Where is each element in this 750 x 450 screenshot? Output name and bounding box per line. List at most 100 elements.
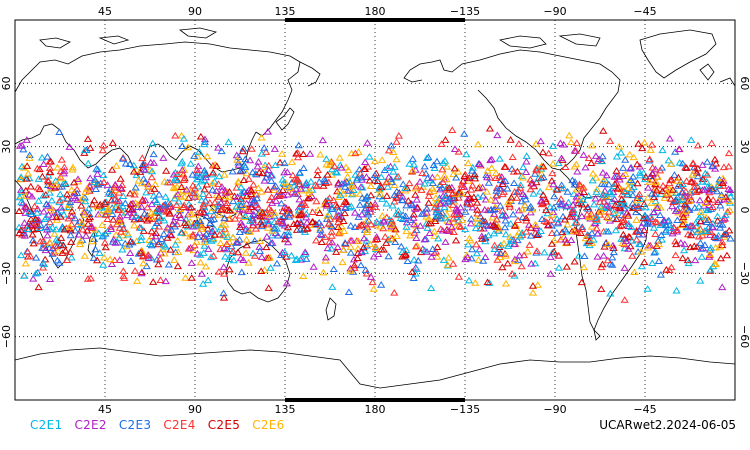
observation-marker (147, 173, 156, 181)
observation-marker (376, 222, 385, 230)
observation-marker (15, 207, 24, 215)
observation-marker (557, 154, 566, 162)
observation-marker (145, 214, 154, 222)
observation-marker (209, 168, 218, 176)
observation-marker (270, 186, 279, 194)
observation-marker (71, 214, 80, 222)
observation-marker (403, 257, 412, 265)
observation-marker (379, 224, 388, 232)
lon-tick-label: −90 (543, 403, 566, 416)
observation-marker (282, 252, 291, 260)
observation-marker (562, 263, 571, 270)
observation-marker (57, 234, 66, 241)
observation-marker (233, 193, 242, 200)
observation-marker (611, 201, 620, 208)
observation-marker (39, 207, 48, 215)
observation-marker (60, 163, 69, 171)
observation-marker (593, 229, 602, 237)
observation-marker (679, 246, 689, 254)
observation-marker (253, 162, 262, 170)
observation-marker (611, 226, 620, 234)
coastline-segment (178, 27, 218, 39)
observation-marker (620, 216, 629, 224)
observation-marker (666, 194, 676, 202)
coastline-segment (639, 29, 717, 79)
observation-marker (662, 189, 671, 197)
observation-marker (216, 199, 226, 206)
observation-marker (274, 217, 283, 225)
observation-marker (449, 260, 458, 267)
observation-marker (561, 235, 570, 243)
observation-marker (347, 202, 356, 210)
observation-marker (255, 168, 264, 176)
observation-marker (76, 237, 85, 245)
observation-marker (33, 209, 42, 216)
observation-marker (194, 162, 203, 170)
observation-marker (491, 169, 501, 177)
observation-marker (694, 186, 704, 194)
observation-marker (15, 142, 25, 149)
observation-marker (548, 159, 558, 167)
observation-marker (369, 285, 378, 292)
observation-marker (653, 218, 662, 226)
observation-marker (324, 220, 333, 227)
observation-marker (249, 198, 258, 206)
observation-marker (162, 167, 171, 174)
observation-marker (589, 235, 598, 243)
observation-marker (501, 251, 510, 259)
observation-marker (686, 231, 696, 239)
observation-marker (99, 178, 108, 186)
observation-marker (80, 146, 90, 154)
observation-marker (81, 188, 90, 195)
observation-marker (90, 176, 100, 183)
observation-marker (599, 252, 608, 259)
observation-marker (183, 222, 192, 230)
observation-marker (573, 167, 582, 175)
observation-marker (162, 208, 171, 215)
dataset-stamp: UCARwet2.2024-06-05 (599, 418, 736, 432)
observation-marker (443, 217, 452, 224)
observation-marker (350, 264, 359, 271)
observation-marker (33, 183, 43, 191)
observation-marker (356, 261, 366, 269)
observation-marker (201, 173, 211, 181)
observation-marker (625, 150, 634, 158)
observation-marker (490, 210, 499, 217)
legend-item: C2E1 (30, 418, 63, 432)
observation-marker (174, 248, 183, 256)
observation-marker (579, 188, 588, 195)
observation-marker (67, 212, 76, 220)
observation-marker (688, 159, 698, 166)
observation-marker (323, 244, 332, 252)
observation-marker (78, 194, 88, 202)
observation-marker (280, 159, 289, 167)
observation-marker (327, 228, 336, 235)
observation-marker (620, 296, 629, 303)
observation-marker (47, 196, 57, 204)
observation-marker (682, 164, 691, 171)
observation-marker (454, 273, 463, 280)
observation-marker (147, 241, 156, 249)
observation-marker (454, 167, 463, 175)
observation-marker (341, 163, 351, 171)
observation-marker (88, 200, 97, 208)
observation-marker (378, 212, 387, 219)
observation-marker (408, 155, 417, 162)
observation-marker (552, 228, 561, 236)
observation-marker (270, 224, 279, 231)
observation-marker (197, 196, 206, 204)
coastline-segment (477, 55, 621, 171)
observation-marker (678, 254, 687, 262)
observation-marker (108, 166, 117, 173)
observation-marker (122, 242, 131, 250)
observation-marker (399, 180, 408, 188)
observation-marker (687, 136, 696, 143)
observation-marker (29, 225, 38, 233)
observation-marker (658, 181, 668, 189)
observation-marker (84, 204, 93, 212)
observation-marker (718, 238, 727, 246)
observation-marker (317, 231, 326, 239)
observation-marker (100, 253, 109, 261)
observation-marker (686, 221, 696, 229)
legend-item: C2E5 (207, 418, 241, 432)
